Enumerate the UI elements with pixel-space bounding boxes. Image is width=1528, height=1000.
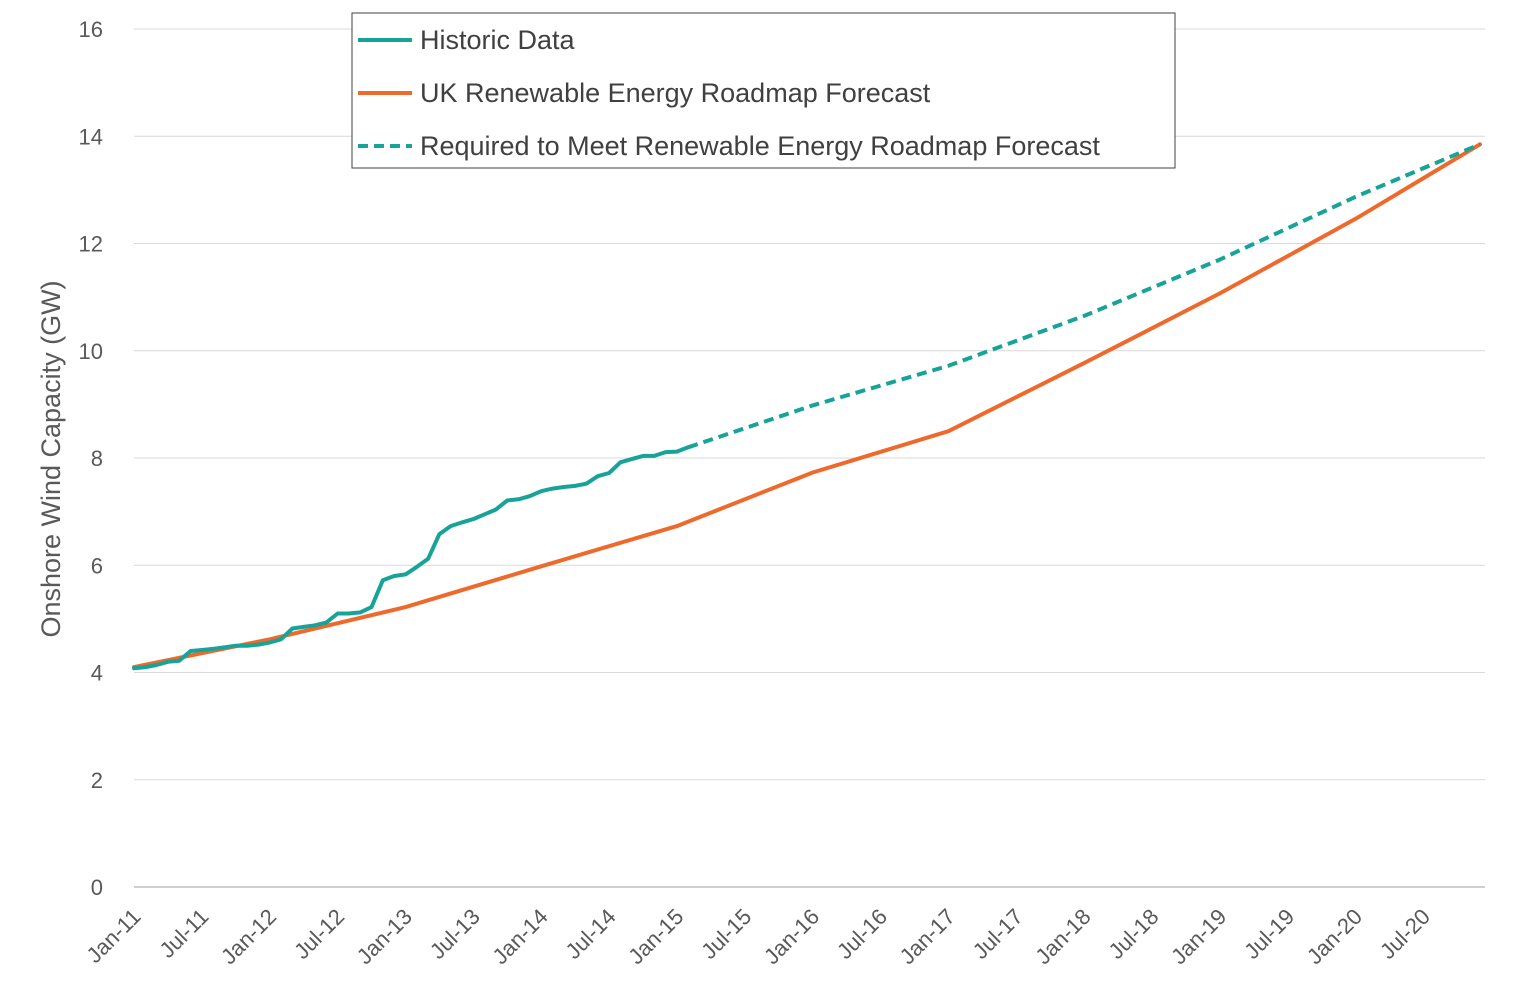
- x-tick-label: Jan-12: [216, 904, 281, 969]
- legend: Historic Data UK Renewable Energy Roadma…: [351, 12, 1176, 169]
- x-tick-label: Jul-20: [1375, 904, 1435, 964]
- x-tick-label: Jan-15: [623, 904, 688, 969]
- legend-label-forecast: UK Renewable Energy Roadmap Forecast: [420, 78, 931, 108]
- y-tick-label: 10: [79, 339, 103, 364]
- y-tick-labels: 0 2 4 6 8 10 12 14 16: [79, 17, 103, 900]
- series-line-historic: [132, 445, 691, 671]
- x-tick-label: Jan-11: [81, 904, 145, 968]
- x-tick-label: Jul-14: [561, 904, 621, 964]
- x-tick-label: Jan-16: [759, 904, 824, 969]
- x-tick-label: Jul-19: [1239, 904, 1299, 964]
- y-axis-title: Onshore Wind Capacity (GW): [36, 280, 66, 637]
- x-tick-label: Jan-14: [487, 904, 552, 969]
- x-tick-label: Jul-11: [155, 904, 214, 963]
- x-tick-label: Jan-13: [352, 904, 417, 969]
- y-tick-label: 16: [79, 17, 103, 42]
- x-tick-label: Jan-20: [1302, 904, 1367, 969]
- y-tick-label: 0: [91, 875, 103, 900]
- x-tick-label: Jan-18: [1030, 904, 1095, 969]
- series-line-forecast: [132, 142, 1482, 670]
- x-tick-label: Jan-17: [895, 904, 960, 969]
- x-tick-label: Jul-17: [968, 904, 1028, 964]
- legend-label-required: Required to Meet Renewable Energy Roadma…: [420, 131, 1100, 161]
- x-tick-label: Jul-18: [1103, 904, 1163, 964]
- legend-label-historic: Historic Data: [420, 25, 576, 55]
- x-tick-label: Jul-15: [696, 904, 756, 964]
- x-tick-label: Jul-16: [832, 904, 892, 964]
- legend-box: [351, 12, 1176, 169]
- series-lines: [132, 142, 1482, 671]
- y-tick-label: 4: [91, 661, 103, 686]
- y-tick-label: 6: [91, 553, 103, 578]
- x-tick-label: Jul-12: [289, 904, 349, 964]
- x-tick-labels: Jan-11 Jul-11 Jan-12 Jul-12 Jan-13 Jul-13 Jan-…: [81, 904, 1435, 969]
- series-line-required: [687, 142, 1481, 450]
- y-tick-label: 14: [79, 124, 103, 149]
- x-tick-label: Jul-13: [425, 904, 485, 964]
- y-tick-label: 12: [79, 232, 103, 257]
- y-tick-label: 8: [91, 446, 103, 471]
- x-tick-label: Jan-19: [1166, 904, 1231, 969]
- y-tick-label: 2: [91, 768, 103, 793]
